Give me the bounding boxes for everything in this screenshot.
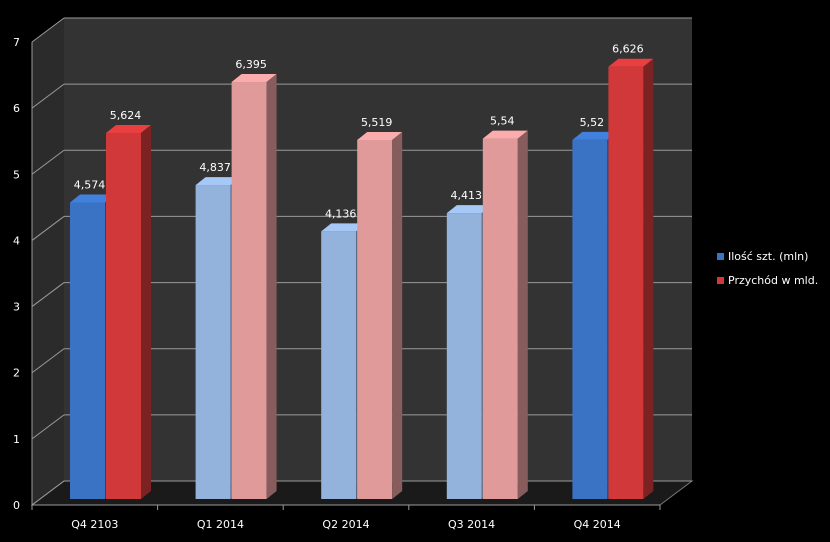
bar xyxy=(608,66,644,499)
bar xyxy=(106,133,141,499)
side-wall xyxy=(32,18,64,505)
bar-top xyxy=(106,125,151,134)
gridline-side xyxy=(31,348,65,374)
bar-top xyxy=(572,131,618,140)
data-label: 5,624 xyxy=(110,109,142,122)
legend-swatch xyxy=(717,277,724,284)
y-tick-label: 5 xyxy=(13,168,20,181)
bar-top xyxy=(482,130,528,139)
legend-label: Ilość szt. (mln) xyxy=(728,250,808,263)
bar-side xyxy=(517,130,528,499)
bar-top xyxy=(357,131,403,140)
data-label: 5,54 xyxy=(490,115,515,128)
bars-group xyxy=(70,58,654,500)
y-tick-label: 2 xyxy=(13,367,20,380)
x-tick-label: Q2 2014 xyxy=(322,518,369,531)
bar-top xyxy=(321,223,367,232)
y-tick-label: 7 xyxy=(13,36,20,49)
bar-top xyxy=(195,177,241,186)
data-labels-group: 4,574 5,624 4,837 6,395 4,136 5,519 4,413 5,54 5… xyxy=(74,43,644,221)
y-tick-label: 3 xyxy=(13,301,20,314)
data-label: 6,626 xyxy=(612,43,644,56)
gridline-side xyxy=(31,282,65,307)
data-label: 5,519 xyxy=(361,116,393,129)
y-tick-label: 1 xyxy=(13,433,20,446)
legend: Ilość szt. (mln) Przychód w mld. xyxy=(717,250,818,287)
gridline-side xyxy=(31,149,65,175)
data-label: 5,52 xyxy=(580,116,605,129)
bar-top xyxy=(608,58,654,67)
bar xyxy=(572,139,608,500)
legend-swatch xyxy=(717,253,724,260)
y-tick-label: 4 xyxy=(13,234,20,247)
data-label: 4,574 xyxy=(74,178,106,191)
legend-label: Przychód w mld. xyxy=(728,274,818,287)
data-label: 6,395 xyxy=(235,58,267,71)
axes-group: 0 1 2 3 4 5 6 7 Q4 2103 Q1 2014 Q2 2014 Q3 2014 Q4 2… xyxy=(13,36,661,531)
bar-side xyxy=(141,125,151,499)
x-tick-label: Q4 2103 xyxy=(71,518,118,531)
bar xyxy=(446,213,482,499)
bar xyxy=(231,82,267,500)
x-tick-label: Q4 2014 xyxy=(574,518,621,531)
bar-side xyxy=(392,131,403,499)
bar-side xyxy=(266,74,277,500)
data-label: 4,413 xyxy=(451,189,483,202)
bar xyxy=(357,139,393,499)
x-tick-label: Q3 2014 xyxy=(448,518,495,531)
bar-top xyxy=(70,194,115,203)
gridline-side xyxy=(31,216,65,241)
y-tick-label: 0 xyxy=(13,499,20,512)
data-label: 4,136 xyxy=(325,207,357,220)
bar xyxy=(321,231,357,499)
gridline-side xyxy=(31,17,65,43)
gridline-side xyxy=(31,414,65,440)
data-label: 4,837 xyxy=(199,161,231,174)
gridline-side xyxy=(31,480,65,506)
x-tick-label: Q1 2014 xyxy=(197,518,244,531)
y-tick-label: 6 xyxy=(13,102,20,115)
bar-side xyxy=(643,58,654,499)
bar xyxy=(195,185,231,499)
bar-top xyxy=(446,205,492,214)
bar xyxy=(70,202,105,499)
gridline-side xyxy=(31,83,65,109)
bar xyxy=(482,138,518,499)
bar-top xyxy=(231,74,277,83)
